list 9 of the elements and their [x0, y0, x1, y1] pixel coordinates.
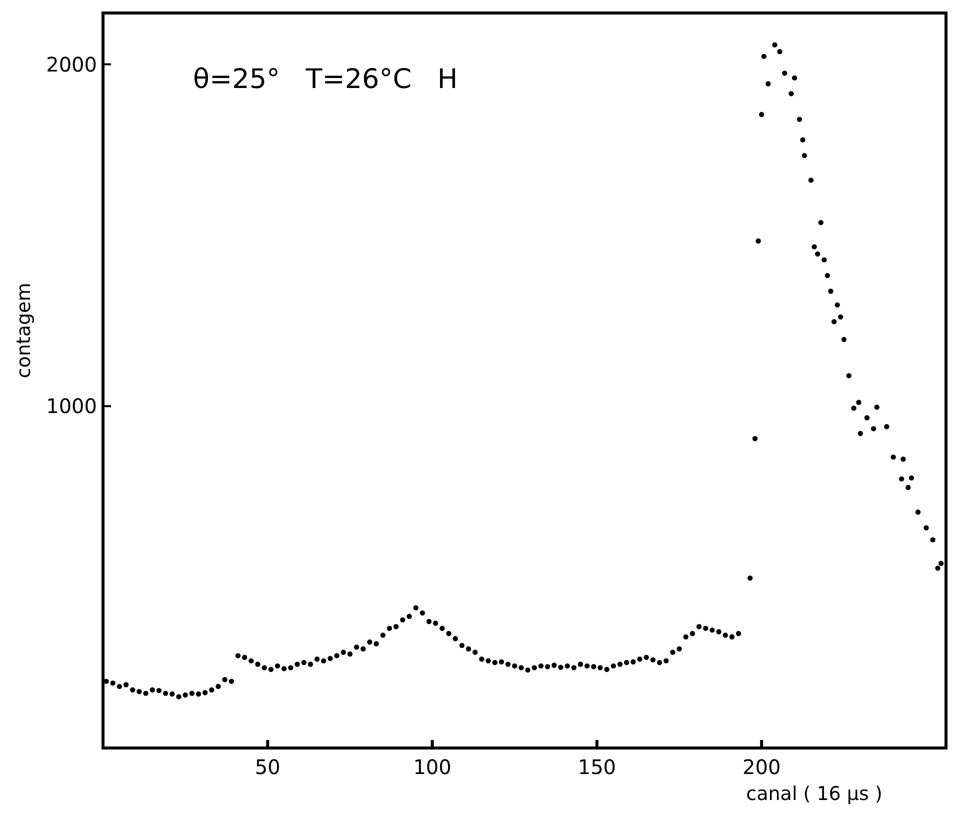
x-axis-title: canal ( 16 μs ): [746, 783, 882, 805]
x-tick-label: 100: [413, 755, 452, 779]
x-tick-label: 200: [742, 755, 781, 779]
annotation: θ=25° T=26°C H: [193, 64, 458, 95]
y-axis-title: contagem: [13, 282, 35, 378]
y-tick-label: 1000: [46, 394, 97, 418]
x-tick-label: 150: [578, 755, 616, 779]
x-tick-label: 50: [254, 755, 280, 779]
y-tick-label: 2000: [46, 52, 97, 76]
